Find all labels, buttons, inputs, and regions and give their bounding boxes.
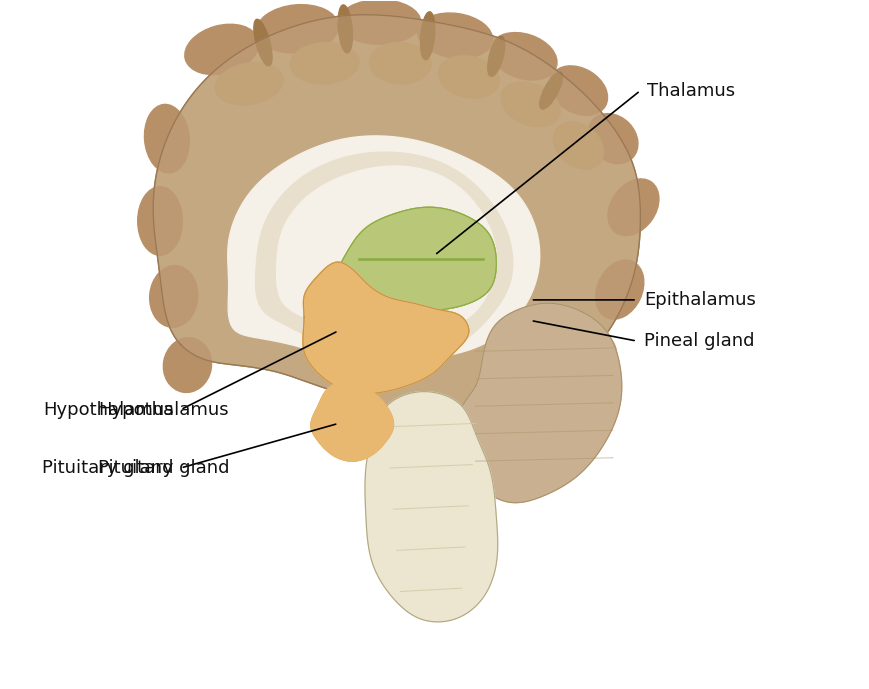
Polygon shape: [311, 384, 394, 461]
Ellipse shape: [554, 122, 604, 169]
Polygon shape: [255, 152, 513, 352]
Polygon shape: [276, 166, 496, 338]
Text: Pituitary gland: Pituitary gland: [98, 459, 229, 477]
Polygon shape: [153, 14, 640, 420]
Ellipse shape: [369, 43, 431, 84]
Text: Hypothalamus: Hypothalamus: [43, 401, 174, 419]
Polygon shape: [228, 136, 540, 365]
Ellipse shape: [254, 19, 272, 66]
Ellipse shape: [163, 338, 211, 393]
Ellipse shape: [540, 72, 562, 109]
Ellipse shape: [290, 43, 359, 84]
Ellipse shape: [596, 260, 644, 319]
Ellipse shape: [149, 266, 198, 327]
Ellipse shape: [588, 114, 638, 164]
Polygon shape: [303, 262, 468, 393]
Ellipse shape: [490, 32, 557, 80]
Ellipse shape: [421, 12, 434, 60]
Ellipse shape: [338, 5, 353, 53]
Text: Pineal gland: Pineal gland: [644, 332, 754, 350]
Ellipse shape: [438, 56, 500, 98]
Text: Thalamus: Thalamus: [647, 81, 735, 100]
Polygon shape: [365, 391, 498, 622]
Ellipse shape: [501, 82, 561, 127]
Text: Epithalamus: Epithalamus: [644, 291, 756, 309]
Ellipse shape: [488, 37, 505, 76]
Ellipse shape: [567, 331, 617, 385]
Ellipse shape: [144, 105, 189, 173]
Text: Pituitary gland: Pituitary gland: [43, 459, 174, 477]
Ellipse shape: [338, 0, 421, 44]
Ellipse shape: [185, 24, 259, 74]
Text: Hypothalamus: Hypothalamus: [98, 401, 229, 419]
Polygon shape: [337, 207, 496, 311]
Ellipse shape: [137, 187, 182, 256]
Polygon shape: [303, 262, 468, 393]
Ellipse shape: [418, 13, 493, 59]
Ellipse shape: [549, 66, 607, 115]
Polygon shape: [337, 207, 496, 311]
Polygon shape: [153, 14, 640, 420]
Polygon shape: [455, 303, 622, 503]
Ellipse shape: [216, 63, 283, 105]
Ellipse shape: [608, 179, 659, 236]
Ellipse shape: [256, 5, 338, 53]
Polygon shape: [311, 384, 394, 461]
